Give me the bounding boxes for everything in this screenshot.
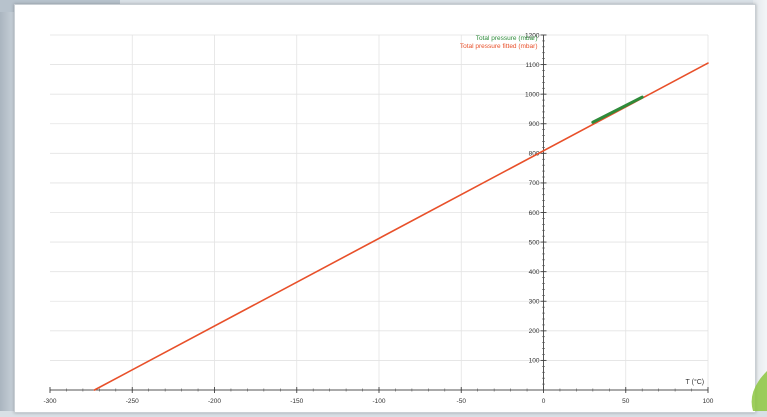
y-tick-label: 1200: [525, 32, 540, 39]
y-tick-label: 700: [529, 180, 540, 187]
legend-entry-total-pressure-fitted: Total pressure fitted (mbar): [460, 43, 538, 50]
y-tick-label: 500: [529, 239, 540, 246]
y-tick-label: 600: [529, 210, 540, 217]
decorative-corner-swoosh: [739, 371, 767, 411]
x-tick-label: 0: [542, 398, 546, 405]
x-tick-label: -200: [208, 398, 221, 405]
x-tick-label: 100: [703, 398, 714, 405]
y-tick-label: 400: [529, 269, 540, 276]
background-right-strip: [753, 0, 767, 411]
y-tick-label: 100: [529, 358, 540, 365]
x-axis-label: T (°C): [686, 378, 705, 386]
x-tick-label: -100: [372, 398, 385, 405]
axes: -300 -250 -200 -150 -100 -50 0 50 100 100 200 300 40…: [43, 32, 713, 405]
pressure-temperature-chart: -300 -250 -200 -150 -100 -50 0 50 100 100 200 300 40…: [43, 32, 713, 405]
y-tick-label: 800: [529, 151, 540, 158]
x-tick-label: -300: [43, 398, 56, 405]
legend: Total pressure (mbar) Total pressure fit…: [460, 35, 538, 50]
series-line-total-pressure-fitted: [93, 62, 709, 391]
y-tick-label: 200: [529, 328, 540, 335]
x-tick-label: -50: [457, 398, 467, 405]
y-tick-label: 900: [529, 121, 540, 128]
y-tick-label: 1000: [525, 91, 540, 98]
x-tick-label: -250: [126, 398, 139, 405]
grid: [50, 34, 709, 390]
background-left-strip: [0, 0, 14, 411]
y-tick-label: 1100: [526, 62, 540, 69]
legend-entry-total-pressure: Total pressure (mbar): [476, 35, 538, 42]
series: [93, 62, 709, 391]
chart-panel: -300 -250 -200 -150 -100 -50 0 50 100 100 200 300 40…: [14, 4, 756, 413]
series-line-total-pressure: [591, 95, 644, 124]
x-tick-label: -150: [290, 398, 303, 405]
x-tick-label: 50: [622, 398, 630, 405]
y-tick-label: 300: [529, 299, 540, 306]
